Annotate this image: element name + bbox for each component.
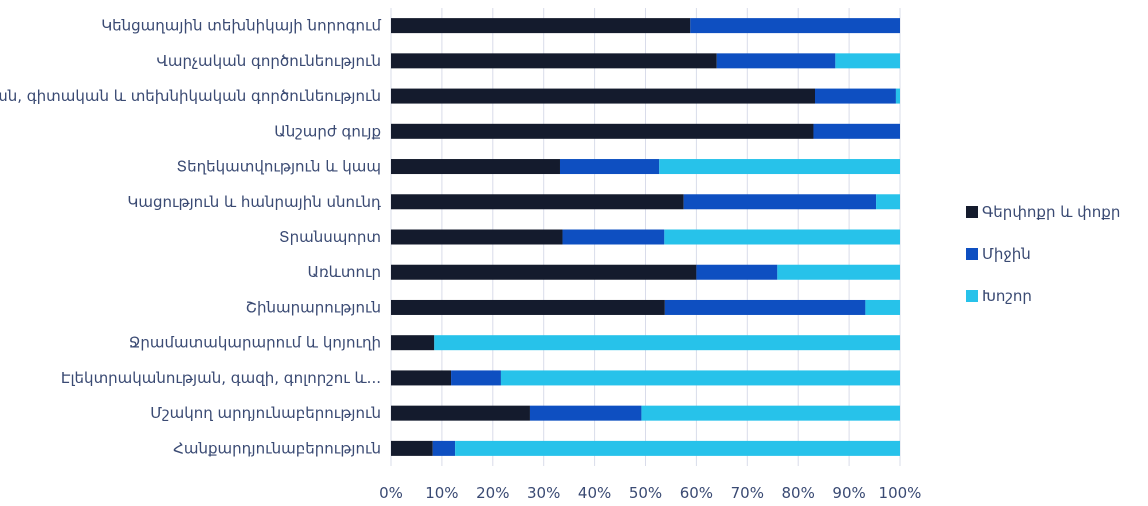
bar-segment bbox=[895, 88, 900, 104]
bar-segment bbox=[562, 229, 665, 245]
category-label: Մշակող արդյունաբերություն bbox=[150, 404, 381, 422]
bar-segment bbox=[559, 159, 660, 175]
bar-segment bbox=[835, 53, 900, 69]
bar-segment bbox=[696, 264, 778, 280]
bar-segment bbox=[432, 440, 456, 456]
category-labels: Կենցաղային տեխնիկայի նորոգում Վարչական գո… bbox=[0, 17, 381, 458]
x-axis-tick-labels: 0% 10% 20% 30% 40% 50% 60% 70% 80% 90% 100% bbox=[379, 484, 921, 502]
bar-segment bbox=[391, 370, 452, 386]
bar-segment bbox=[391, 159, 560, 175]
category-label: Անշարժ գույք bbox=[274, 122, 381, 140]
category-label: Կենցաղային տեխնիկայի նորոգում bbox=[101, 17, 381, 35]
x-tick-label: 10% bbox=[425, 484, 458, 502]
x-tick-label: 70% bbox=[731, 484, 764, 502]
x-tick-label: 30% bbox=[527, 484, 560, 502]
bar-segment bbox=[664, 229, 900, 245]
category-label: Տրանսպորտ bbox=[279, 228, 381, 246]
category-label: Ջրամատակարարում և կոյուղի bbox=[129, 334, 381, 352]
x-tick-label: 20% bbox=[476, 484, 509, 502]
x-tick-label: 100% bbox=[879, 484, 922, 502]
x-tick-label: 40% bbox=[578, 484, 611, 502]
x-tick-label: 80% bbox=[782, 484, 815, 502]
category-label: Հանքարդյունաբերություն bbox=[173, 439, 381, 457]
x-tick-label: 60% bbox=[680, 484, 713, 502]
bar-segment bbox=[391, 264, 697, 280]
bar-segment bbox=[391, 53, 717, 69]
category-label: Առևտուր bbox=[307, 263, 381, 281]
bar-segment bbox=[659, 159, 900, 175]
category-label: Էլեկտրականության, գազի, գոլորշու և... bbox=[61, 369, 381, 387]
bar-segment bbox=[813, 123, 900, 139]
bar-segment bbox=[683, 194, 877, 210]
bar-segment bbox=[391, 229, 563, 245]
bar-segment bbox=[777, 264, 900, 280]
legend-label: Միջին bbox=[982, 245, 1031, 263]
legend-label: Խոշոր bbox=[982, 287, 1032, 305]
bar-segment bbox=[716, 53, 836, 69]
bar-segment bbox=[641, 405, 900, 421]
bar-segment bbox=[391, 18, 691, 34]
legend-swatch bbox=[966, 248, 978, 260]
bar-segment bbox=[391, 194, 684, 210]
bars bbox=[391, 18, 900, 456]
category-label: Տեղեկատվություն և կապ bbox=[177, 158, 381, 176]
bar-segment bbox=[391, 88, 815, 104]
category-label: Մասնագիտական, գիտական և տեխնիկական գործո… bbox=[0, 87, 381, 105]
legend-swatch bbox=[966, 290, 978, 302]
bar-segment bbox=[814, 88, 896, 104]
bar-segment bbox=[500, 370, 900, 386]
legend: Գերփոքր և փոքր Միջին Խոշոր bbox=[966, 203, 1120, 305]
x-tick-label: 50% bbox=[629, 484, 662, 502]
bar-segment bbox=[529, 405, 642, 421]
category-label: Շինարարություն bbox=[246, 298, 381, 316]
bar-segment bbox=[391, 123, 814, 139]
bar-segment bbox=[876, 194, 900, 210]
bar-segment bbox=[690, 18, 900, 34]
bar-segment bbox=[455, 440, 900, 456]
x-tick-label: 0% bbox=[379, 484, 403, 502]
bar-segment bbox=[391, 405, 530, 421]
x-tick-label: 90% bbox=[832, 484, 865, 502]
legend-label: Գերփոքր և փոքր bbox=[982, 203, 1120, 221]
bar-segment bbox=[391, 440, 433, 456]
bar-segment bbox=[664, 299, 866, 315]
legend-swatch bbox=[966, 206, 978, 218]
category-label: Կացություն և հանրային սնունդ bbox=[127, 193, 381, 211]
bar-segment bbox=[391, 299, 665, 315]
bar-segment bbox=[865, 299, 900, 315]
category-label: Վարչական գործունեություն bbox=[157, 52, 381, 70]
bar-segment bbox=[434, 335, 900, 351]
bar-segment bbox=[391, 335, 435, 351]
bar-segment bbox=[451, 370, 501, 386]
